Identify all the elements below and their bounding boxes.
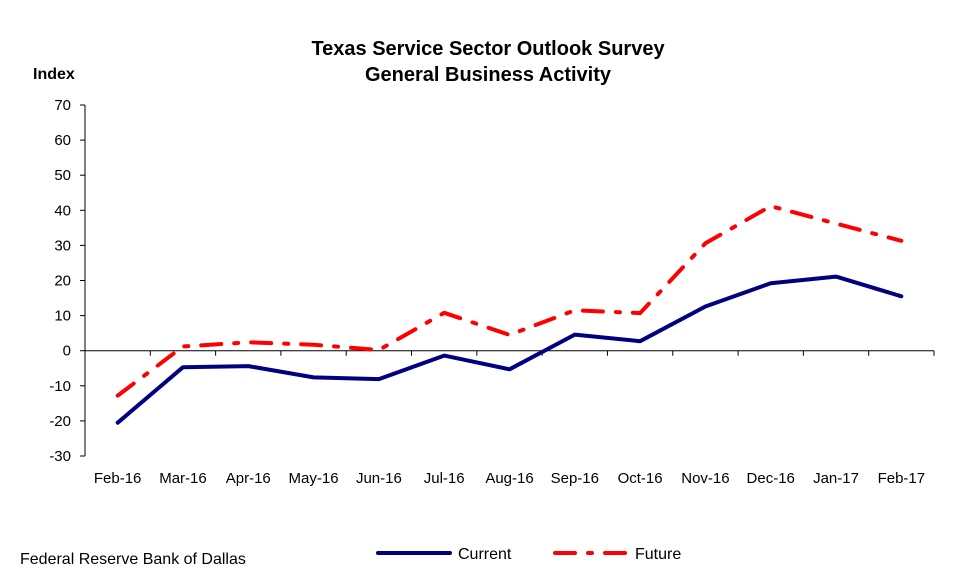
chart-title: Texas Service Sector Outlook Survey [311, 38, 665, 60]
x-tick-label: Mar-16 [159, 470, 207, 487]
series-line-current [115, 274, 904, 425]
y-tick-label: 30 [54, 237, 71, 254]
y-tick-label: 10 [54, 308, 71, 325]
legend-label-current: Current [458, 546, 512, 563]
x-tick-label: Feb-17 [878, 470, 926, 487]
x-tick-label: Dec-16 [747, 470, 795, 487]
x-tick-label: Apr-16 [226, 470, 271, 487]
y-tick-label: 70 [54, 97, 71, 114]
x-tick-label: Jan-17 [813, 470, 859, 487]
y-tick-label: 60 [54, 132, 71, 149]
chart-subtitle: General Business Activity [365, 64, 612, 86]
y-tick-label: -30 [49, 448, 71, 465]
y-tick-label: -20 [49, 413, 71, 430]
legend-label-future: Future [635, 546, 681, 563]
axes: -30 -20 -10 0 10 20 30 40 50 60 70 Feb-16 Mar-16 Apr-… [49, 97, 935, 487]
x-tick-label: Jun-16 [356, 470, 402, 487]
y-tick-label: 0 [63, 343, 71, 360]
y-tick-label: -10 [49, 378, 71, 395]
x-tick-label: Jul-16 [424, 470, 465, 487]
x-tick-label: Feb-16 [94, 470, 142, 487]
x-tick-label: May-16 [289, 470, 339, 487]
legend: Current Future [376, 546, 681, 563]
y-tick-label: 20 [54, 273, 71, 290]
y-axis-label: Index [33, 66, 75, 83]
x-tick-label: Nov-16 [681, 470, 729, 487]
x-tick-label: Sep-16 [551, 470, 599, 487]
x-tick-label: Oct-16 [618, 470, 663, 487]
y-tick-label: 50 [54, 167, 71, 184]
y-tick-label: 40 [54, 202, 71, 219]
source-note: Federal Reserve Bank of Dallas [20, 551, 246, 568]
series-layer [115, 204, 904, 425]
x-tick-label: Aug-16 [485, 470, 533, 487]
